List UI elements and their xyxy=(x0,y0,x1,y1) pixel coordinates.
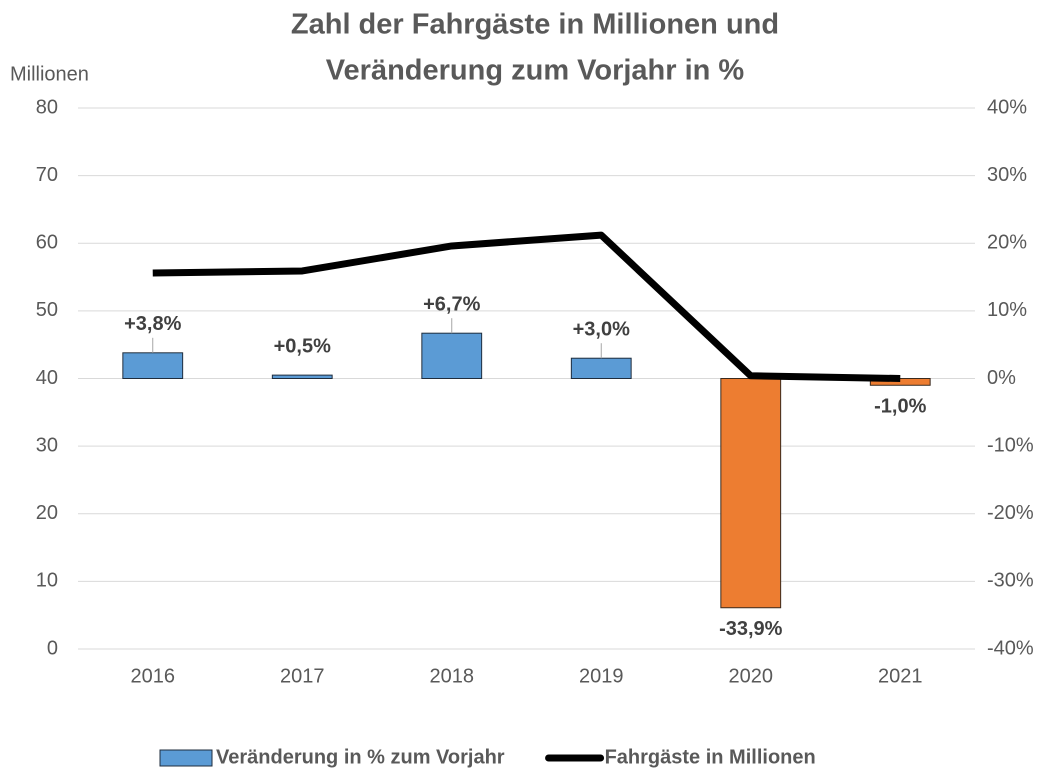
chart-title: Veränderung zum Vorjahr in % xyxy=(326,55,745,87)
legend-swatch xyxy=(159,749,213,767)
y-tick-label: 0 xyxy=(47,637,58,659)
y-tick-label: 60 xyxy=(36,232,58,254)
value-label: -33,9% xyxy=(719,618,783,640)
y-tick-label: 10 xyxy=(36,570,58,592)
x-tick-label: 2019 xyxy=(579,665,624,687)
bar xyxy=(271,374,333,379)
y-tick-label: 30 xyxy=(36,434,58,456)
y2-tick-label: 10% xyxy=(987,299,1027,321)
bar xyxy=(570,357,632,379)
y2-tick-label: 40% xyxy=(987,96,1027,118)
x-tick-label: 2020 xyxy=(729,665,774,687)
value-label: +3,8% xyxy=(124,313,181,335)
value-label: +0,5% xyxy=(274,335,331,357)
value-label: +3,0% xyxy=(573,318,630,340)
y-tick-label: 40 xyxy=(36,367,58,389)
bar xyxy=(720,378,782,609)
y2-tick-label: -30% xyxy=(987,570,1034,592)
y-axis-label: Millionen xyxy=(10,63,89,85)
y-tick-label: 50 xyxy=(36,299,58,321)
x-tick-label: 2021 xyxy=(878,665,923,687)
y2-tick-label: -20% xyxy=(987,502,1034,524)
y2-tick-label: 30% xyxy=(987,164,1027,186)
x-tick-label: 2016 xyxy=(131,665,176,687)
value-label: +6,7% xyxy=(423,293,480,315)
bar xyxy=(122,352,184,379)
y2-tick-label: -10% xyxy=(987,434,1034,456)
bar xyxy=(421,332,483,380)
legend-label: Fahrgäste in Millionen xyxy=(605,746,816,768)
legend-label: Veränderung in % zum Vorjahr xyxy=(216,746,505,768)
y2-tick-label: -40% xyxy=(987,637,1034,659)
line xyxy=(152,231,901,382)
x-tick-label: 2018 xyxy=(430,665,475,687)
y2-tick-label: 0% xyxy=(987,367,1016,389)
value-label: -1,0% xyxy=(874,396,926,418)
y2-tick-label: 20% xyxy=(987,232,1027,254)
y-tick-label: 80 xyxy=(36,96,58,118)
y-tick-label: 20 xyxy=(36,502,58,524)
chart-title: Zahl der Fahrgäste in Millionen und xyxy=(291,9,779,41)
y-tick-label: 70 xyxy=(36,164,58,186)
x-tick-label: 2017 xyxy=(280,665,325,687)
